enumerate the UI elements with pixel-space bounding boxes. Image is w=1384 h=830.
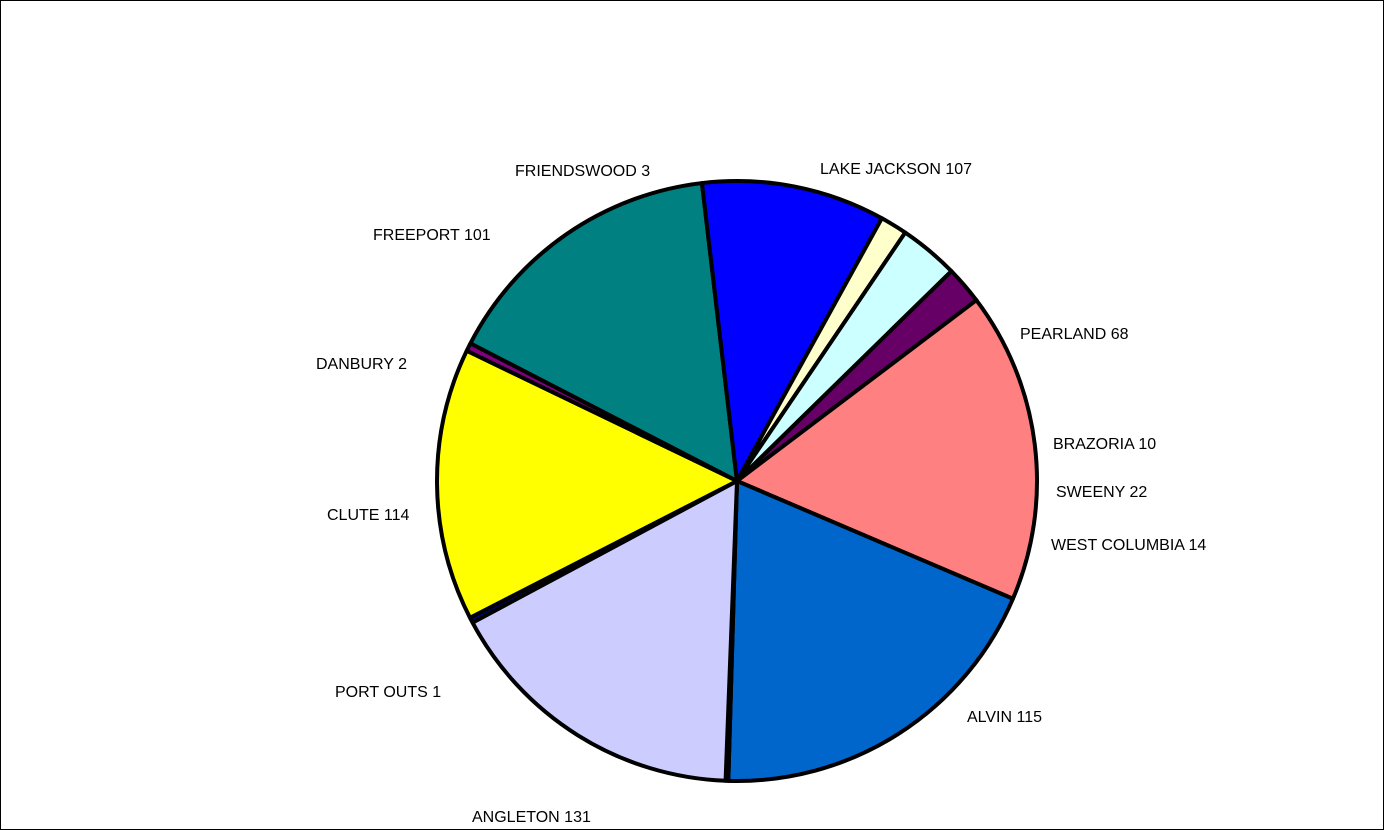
slice-label-brazoria: BRAZORIA 10	[1053, 436, 1156, 453]
pie-slice-clute	[470, 479, 739, 783]
slice-label-lake-jackson: LAKE JACKSON 107	[820, 161, 972, 178]
slice-label-west-columbia: WEST COLUMBIA 14	[1051, 537, 1206, 554]
slice-label-angleton: ANGLETON 131	[472, 809, 591, 826]
pie-slice-lake-jackson	[468, 181, 739, 483]
pie-slice-pearland	[699, 179, 884, 483]
pie-slice-alvin	[735, 298, 1039, 601]
slice-label-alvin: ALVIN 115	[967, 709, 1042, 726]
pie-slice-friendswood	[464, 341, 739, 483]
slice-label-port-outs: PORT OUTS 1	[335, 684, 441, 701]
slice-label-clute: CLUTE 114	[327, 507, 410, 524]
slice-label-pearland: PEARLAND 68	[1020, 326, 1129, 343]
slice-label-freeport: FREEPORT 101	[373, 227, 491, 244]
pie-slices	[435, 179, 1039, 783]
pie-labels: LAKE JACKSON 107 PEARLAND 68 BRAZORIA 10 SW…	[316, 161, 1206, 826]
slice-label-danbury: DANBURY 2	[316, 356, 407, 373]
pie-slice-angleton	[726, 479, 1015, 783]
slice-label-friendswood: FRIENDSWOOD 3	[515, 163, 650, 180]
slice-label-sweeny: SWEENY 22	[1056, 484, 1147, 501]
pie-slice-freeport	[435, 348, 739, 620]
